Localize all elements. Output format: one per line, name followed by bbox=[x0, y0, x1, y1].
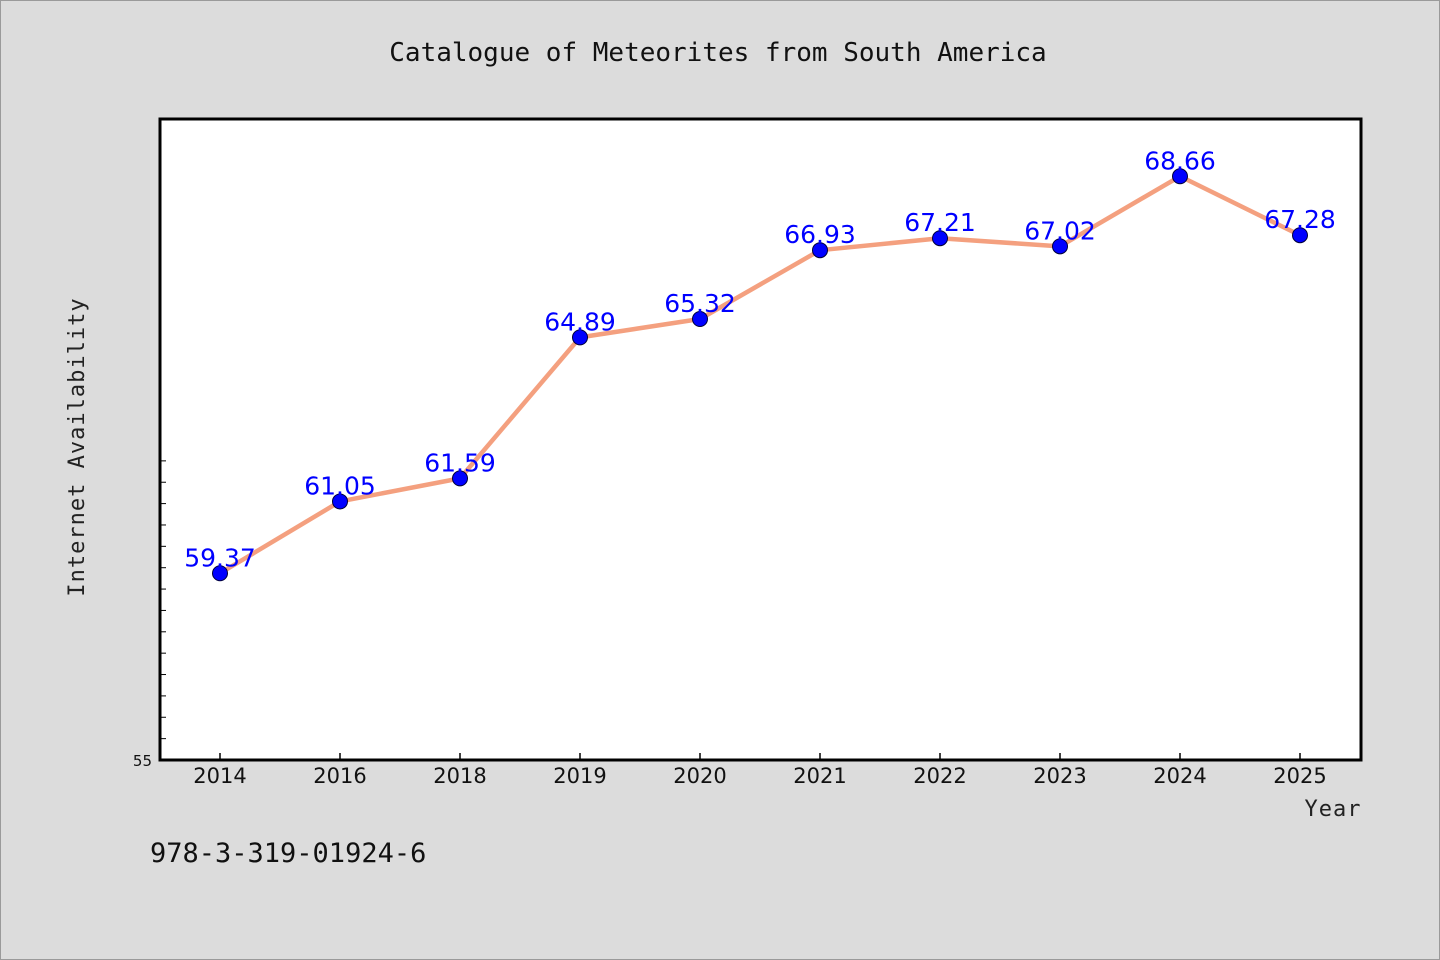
data-label: 61.59 bbox=[424, 448, 496, 477]
data-label: 61.05 bbox=[304, 471, 376, 500]
series-line bbox=[217, 174, 1303, 576]
data-point-marker bbox=[332, 493, 348, 510]
y-axis-label: Internet Availability bbox=[65, 297, 90, 596]
x-axis-ticks: 2014 2016 2018 2019 2020 2021 2022 2023 2024 2025 bbox=[193, 753, 1327, 788]
x-tick-label: 2020 bbox=[673, 764, 726, 788]
data-point-marker bbox=[692, 310, 708, 327]
data-point-marker bbox=[1172, 168, 1188, 185]
y-axis-ticks bbox=[160, 460, 166, 740]
data-label: 59.37 bbox=[184, 543, 256, 572]
chart-title: Catalogue of Meteorites from South Ameri… bbox=[389, 38, 1046, 68]
isbn-text: 978-3-319-01924-6 bbox=[150, 838, 426, 869]
x-tick-label: 2021 bbox=[793, 764, 846, 788]
plot-area bbox=[158, 117, 1363, 762]
x-tick-label: 2019 bbox=[553, 764, 606, 788]
x-tick-label: 2016 bbox=[313, 764, 366, 788]
x-tick-label: 2022 bbox=[913, 764, 966, 788]
data-label: 64.89 bbox=[544, 307, 616, 336]
data-point-marker bbox=[452, 470, 468, 487]
data-point-marker bbox=[1292, 227, 1308, 244]
data-point-marker bbox=[1052, 238, 1068, 255]
data-label: 65.32 bbox=[664, 289, 736, 318]
data-label: 67.28 bbox=[1264, 205, 1336, 234]
y-tick-label-min: 55 bbox=[133, 752, 152, 770]
x-tick-label: 2018 bbox=[433, 764, 486, 788]
data-label: 67.02 bbox=[1024, 216, 1096, 245]
x-axis-label: Year bbox=[1305, 797, 1362, 822]
x-tick-label: 2023 bbox=[1033, 764, 1086, 788]
data-label: 67.21 bbox=[904, 208, 976, 237]
x-tick-label: 2025 bbox=[1273, 764, 1326, 788]
data-point-marker bbox=[212, 565, 228, 582]
data-point-marker bbox=[572, 329, 588, 346]
data-label: 66.93 bbox=[784, 220, 856, 249]
series-layer: 59.37 61.05 61.59 64.89 65.32 66.93 67.21 67.02… bbox=[184, 146, 1336, 582]
data-point-marker bbox=[812, 242, 828, 259]
x-tick-label: 2014 bbox=[193, 764, 246, 788]
data-label: 68.66 bbox=[1144, 146, 1216, 175]
x-tick-label: 2024 bbox=[1153, 764, 1206, 788]
data-point-marker bbox=[932, 230, 948, 247]
